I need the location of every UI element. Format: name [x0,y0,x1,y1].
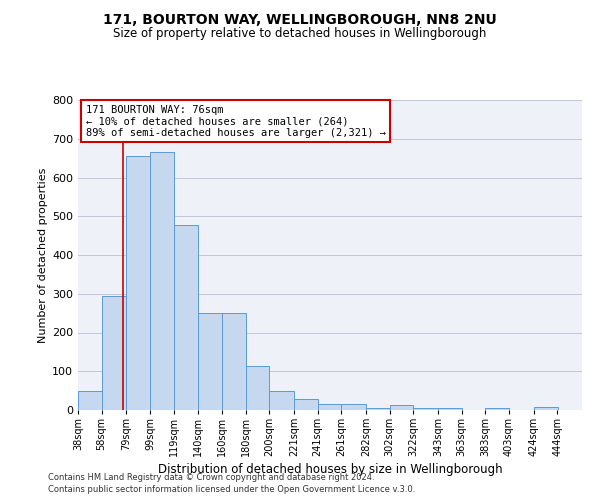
Text: Contains public sector information licensed under the Open Government Licence v.: Contains public sector information licen… [48,485,415,494]
Bar [413,408,438,410]
Bar [269,391,294,410]
Y-axis label: Number of detached properties: Number of detached properties [38,168,48,342]
Bar [294,399,317,410]
Bar [245,366,269,410]
Bar [222,312,245,410]
Bar [199,312,222,410]
Bar [366,408,389,410]
Bar [438,408,461,410]
Text: Contains HM Land Registry data © Crown copyright and database right 2024.: Contains HM Land Registry data © Crown c… [48,472,374,482]
Text: 171 BOURTON WAY: 76sqm
← 10% of detached houses are smaller (264)
89% of semi-de: 171 BOURTON WAY: 76sqm ← 10% of detached… [86,104,386,138]
Bar [533,408,559,410]
Bar [78,392,101,410]
Bar [317,404,341,410]
Bar [150,152,173,410]
X-axis label: Distribution of detached houses by size in Wellingborough: Distribution of detached houses by size … [158,464,502,476]
Bar [101,296,127,410]
Text: 171, BOURTON WAY, WELLINGBOROUGH, NN8 2NU: 171, BOURTON WAY, WELLINGBOROUGH, NN8 2N… [103,12,497,26]
Bar [173,225,199,410]
Bar [389,404,413,410]
Bar [485,408,509,410]
Text: Size of property relative to detached houses in Wellingborough: Size of property relative to detached ho… [113,28,487,40]
Bar [341,404,366,410]
Bar [127,156,150,410]
